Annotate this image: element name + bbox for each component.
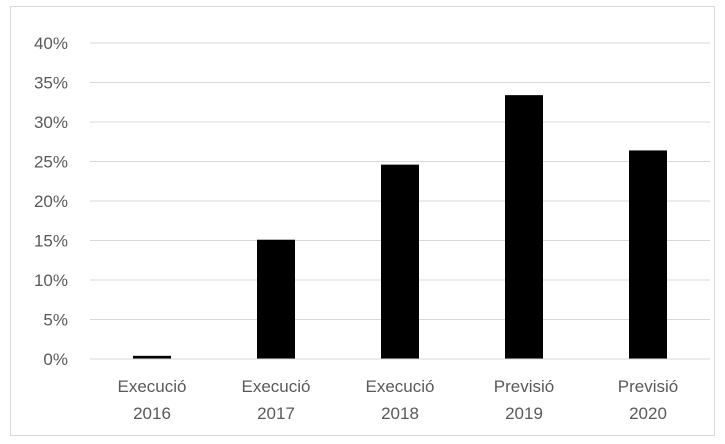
bar [257, 239, 295, 359]
bar [133, 355, 171, 359]
x-tick-label: Execució [242, 377, 311, 396]
y-tick-label: 5% [43, 311, 68, 330]
y-tick-label: 10% [34, 271, 68, 290]
y-tick-label: 15% [34, 232, 68, 251]
y-tick-label: 0% [43, 350, 68, 369]
chart-frame [10, 6, 715, 436]
y-tick-label: 20% [34, 192, 68, 211]
x-tick-label: Execució [118, 377, 187, 396]
x-tick-label: 2019 [505, 404, 543, 423]
y-tick-label: 40% [34, 34, 68, 53]
x-tick-label: 2020 [629, 404, 667, 423]
y-tick-label: 25% [34, 153, 68, 172]
x-tick-label: 2016 [133, 404, 171, 423]
x-tick-label: 2018 [381, 404, 419, 423]
x-tick-label: Previsió [618, 377, 678, 396]
x-tick-label: Execució [366, 377, 435, 396]
bar [629, 150, 667, 359]
x-tick-label: 2017 [257, 404, 295, 423]
y-tick-label: 30% [34, 113, 68, 132]
bar [381, 164, 419, 359]
x-tick-label: Previsió [494, 377, 554, 396]
y-tick-label: 35% [34, 74, 68, 93]
bar [505, 95, 543, 359]
